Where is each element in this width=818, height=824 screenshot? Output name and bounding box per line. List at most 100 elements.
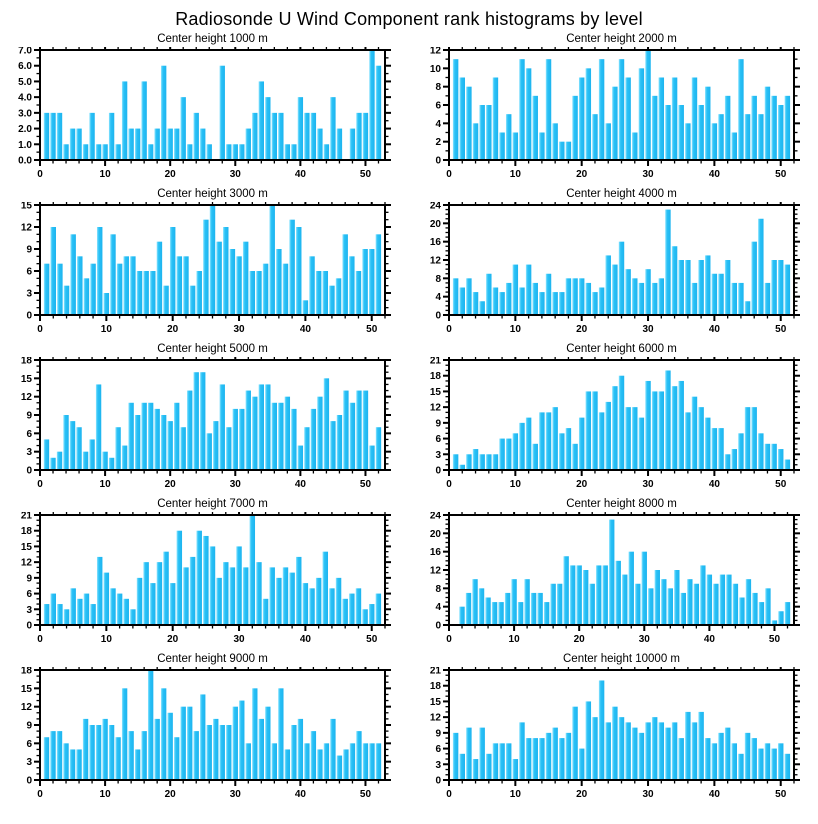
svg-text:10: 10	[510, 169, 522, 180]
svg-text:9: 9	[435, 418, 441, 429]
figure-title: Radiosonde U Wind Component rank histogr…	[175, 9, 643, 29]
svg-text:9: 9	[26, 245, 32, 256]
svg-text:10: 10	[101, 634, 113, 645]
svg-text:50: 50	[775, 169, 787, 180]
svg-text:3.0: 3.0	[18, 108, 32, 119]
histogram-canvas: 0 3 6 9 12 15 18 21 0 10 20 30 40 50	[430, 667, 800, 800]
histogram-canvas: 0 3 6 9 12 15 18 21 0 10 20 30 40 50	[430, 357, 800, 490]
svg-text:18: 18	[21, 357, 33, 367]
svg-text:0: 0	[435, 311, 441, 322]
svg-text:3: 3	[26, 757, 32, 768]
svg-text:40: 40	[709, 479, 721, 490]
svg-text:40: 40	[709, 324, 721, 335]
histogram-canvas: 0 3 6 9 12 15 18 0 10 20 30 40 50	[21, 357, 391, 490]
histogram-canvas: 0 4 8 12 16 20 24 0 10 20 30 40 50	[430, 512, 800, 645]
histogram-canvas: 0 4 8 12 16 20 24 0 10 20 30 40 50	[430, 202, 800, 335]
histogram-canvas: 0 2 4 6 8 10 12 0 10 20 30 40 50	[430, 47, 800, 180]
svg-text:20: 20	[430, 219, 442, 230]
svg-text:16: 16	[430, 547, 442, 558]
svg-text:30: 30	[230, 789, 242, 800]
svg-text:12: 12	[21, 702, 33, 713]
svg-text:18: 18	[21, 526, 33, 537]
svg-text:9: 9	[26, 573, 32, 584]
svg-text:0: 0	[435, 776, 441, 787]
svg-text:12: 12	[21, 223, 33, 234]
svg-text:2.0: 2.0	[18, 124, 32, 135]
svg-text:3: 3	[26, 447, 32, 458]
svg-text:30: 30	[233, 324, 245, 335]
svg-text:12: 12	[21, 558, 33, 569]
svg-text:12: 12	[21, 392, 33, 403]
svg-text:40: 40	[295, 169, 307, 180]
svg-text:9: 9	[26, 411, 32, 422]
svg-text:2: 2	[435, 137, 441, 148]
svg-text:40: 40	[704, 634, 716, 645]
svg-text:0.0: 0.0	[18, 156, 32, 167]
subplot: Center height 5000 m 0 3 6 9 12 15 18 0 10 20 30 40…	[0, 342, 409, 497]
svg-text:4: 4	[435, 602, 441, 613]
subplot: Center height 2000 m 0 2 4 6 8 10 12 0 10 20 30 40 5…	[409, 32, 818, 187]
chart-grid: Center height 1000 m 0.0 1.0 2.0 3.0 4.0 5.0 6…	[0, 32, 818, 807]
svg-text:30: 30	[642, 324, 654, 335]
subplot-title: Center height 8000 m	[566, 498, 677, 510]
histogram-canvas: 0 3 6 9 12 15 18 21 0 10 20 30 40 50	[21, 512, 391, 645]
svg-text:12: 12	[430, 403, 442, 414]
svg-text:10: 10	[509, 634, 521, 645]
svg-text:20: 20	[165, 479, 177, 490]
subplot: Center height 6000 m 0 3 6 9 12 15 18 21 0 10 20 30…	[409, 342, 818, 497]
svg-text:50: 50	[366, 634, 378, 645]
svg-text:0: 0	[26, 776, 32, 787]
svg-text:10: 10	[100, 169, 112, 180]
svg-text:5.0: 5.0	[18, 77, 32, 88]
svg-text:18: 18	[21, 667, 33, 677]
svg-text:20: 20	[574, 634, 586, 645]
svg-text:12: 12	[430, 256, 442, 267]
svg-text:50: 50	[775, 479, 787, 490]
svg-text:6: 6	[435, 744, 441, 755]
svg-text:24: 24	[430, 512, 442, 522]
svg-text:50: 50	[775, 789, 787, 800]
svg-text:50: 50	[769, 634, 781, 645]
histogram-canvas: 0 3 6 9 12 15 18 0 10 20 30 40 50	[21, 667, 391, 800]
svg-text:0: 0	[37, 634, 43, 645]
histogram-canvas: 0 3 6 9 12 15 0 10 20 30 40 50	[21, 202, 391, 335]
svg-text:4: 4	[435, 292, 441, 303]
svg-text:12: 12	[430, 566, 442, 577]
svg-text:12: 12	[430, 47, 442, 57]
svg-text:15: 15	[21, 202, 33, 212]
svg-text:9: 9	[26, 721, 32, 732]
svg-text:4: 4	[435, 119, 441, 130]
svg-text:50: 50	[360, 169, 372, 180]
subplot: Center height 4000 m 0 4 8 12 16 20 24 0 10 20 30 4…	[409, 187, 818, 342]
svg-text:20: 20	[165, 789, 177, 800]
svg-text:7.0: 7.0	[18, 47, 32, 57]
svg-text:30: 30	[642, 479, 654, 490]
svg-text:40: 40	[709, 169, 721, 180]
subplot: Center height 7000 m 0 3 6 9 12 15 18 21 0 10 20 30…	[0, 497, 409, 652]
svg-text:40: 40	[300, 634, 312, 645]
svg-text:30: 30	[230, 169, 242, 180]
svg-text:30: 30	[642, 789, 654, 800]
subplot-title: Center height 6000 m	[566, 343, 677, 355]
svg-text:15: 15	[21, 684, 33, 695]
subplot: Center height 1000 m 0.0 1.0 2.0 3.0 4.0 5.0 6…	[0, 32, 409, 187]
svg-text:3: 3	[435, 450, 441, 461]
svg-text:30: 30	[230, 479, 242, 490]
svg-text:6: 6	[26, 739, 32, 750]
svg-text:10: 10	[430, 64, 442, 75]
svg-text:6: 6	[26, 589, 32, 600]
svg-text:30: 30	[639, 634, 651, 645]
svg-text:10: 10	[100, 789, 112, 800]
svg-text:3: 3	[435, 760, 441, 771]
svg-text:15: 15	[430, 697, 442, 708]
subplot: Center height 8000 m 0 4 8 12 16 20 24 0 10 20 30 4…	[409, 497, 818, 652]
svg-text:10: 10	[101, 324, 113, 335]
svg-text:15: 15	[430, 387, 442, 398]
svg-text:18: 18	[430, 371, 442, 382]
svg-text:0: 0	[26, 311, 32, 322]
svg-text:0: 0	[26, 621, 32, 632]
svg-text:3: 3	[26, 605, 32, 616]
subplot-title: Center height 3000 m	[157, 188, 268, 200]
svg-text:8: 8	[435, 82, 441, 93]
